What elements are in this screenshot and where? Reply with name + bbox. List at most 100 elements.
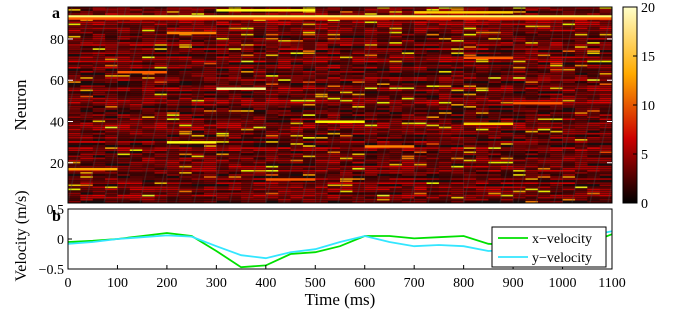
heatmap-cell <box>265 60 279 63</box>
heatmap-cell <box>451 139 464 141</box>
heatmap-cell <box>340 106 353 108</box>
heatmap-cell <box>587 58 600 61</box>
heatmap-cell <box>599 130 612 133</box>
heatmap-cell <box>327 25 341 28</box>
heatmap-cell <box>513 178 526 180</box>
heatmap-cell <box>105 134 118 137</box>
heatmap-cell <box>129 182 143 185</box>
heatmap-cell <box>401 147 415 149</box>
heatmap-cell <box>228 143 242 145</box>
heatmap-cell <box>463 21 477 24</box>
heatmap-cell <box>315 190 328 193</box>
heatmap-cell <box>562 79 576 81</box>
heatmap-cell <box>364 93 378 96</box>
heatmap-cell <box>389 132 403 135</box>
heatmap-cell <box>290 73 304 75</box>
heatmap-cell <box>401 25 415 28</box>
heatmap-cell <box>537 118 551 121</box>
heatmap-cell <box>500 85 514 88</box>
heatmap-cell <box>364 103 378 106</box>
heatmap-cell <box>241 165 254 168</box>
heatmap-cell <box>302 114 316 116</box>
heatmap-cell <box>525 89 539 92</box>
heatmap-cell <box>278 85 291 88</box>
heatmap-cell <box>525 48 539 50</box>
heatmap-cell <box>302 93 316 96</box>
heatmap-cell <box>352 33 366 36</box>
heatmap-cell <box>513 68 526 71</box>
heatmap-cell <box>68 73 81 75</box>
heatmap-cell <box>253 19 267 22</box>
heatmap-cell <box>129 200 143 203</box>
heatmap-cell <box>389 101 403 104</box>
heatmap-cell <box>401 165 415 168</box>
heatmap-cell <box>315 77 328 79</box>
heatmap-cell <box>241 60 254 63</box>
heatmap-cell <box>352 48 366 50</box>
heatmap-cell <box>537 27 551 30</box>
heatmap-cell <box>414 182 427 185</box>
heatmap-cell <box>451 188 464 191</box>
heatmap-texture-stripe <box>157 7 199 203</box>
heatmap-cell <box>401 116 415 118</box>
heatmap-cell <box>364 155 378 158</box>
heatmap-cell <box>327 136 341 139</box>
heatmap-cell <box>228 40 242 42</box>
heatmap-cell <box>525 184 539 187</box>
heatmap-cell <box>414 31 427 34</box>
heatmap-cell <box>154 172 168 174</box>
heatmap-cell <box>587 151 600 154</box>
heatmap-cell <box>500 23 514 26</box>
heatmap-cell <box>278 58 291 61</box>
heatmap-cell <box>389 143 403 145</box>
heatmap-cell <box>389 126 403 129</box>
heatmap-cell <box>525 198 539 201</box>
heatmap-cell <box>68 176 81 178</box>
heatmap-cell <box>105 83 118 85</box>
heatmap-cell <box>463 153 477 156</box>
heatmap-cell <box>537 44 551 46</box>
heatmap-cell <box>129 114 143 116</box>
heatmap-cell <box>253 120 267 123</box>
heatmap-cell <box>216 70 230 73</box>
heatmap-cell <box>105 33 118 36</box>
heatmap-cell <box>105 101 118 104</box>
heatmap-cell <box>92 33 106 36</box>
heatmap-cell <box>414 37 427 40</box>
heatmap-cell <box>80 70 94 73</box>
heatmap-cell <box>525 106 539 108</box>
heatmap-cell <box>191 29 205 32</box>
heatmap-cell <box>154 163 168 166</box>
heatmap-texture-stripe <box>517 7 559 203</box>
heatmap-cell <box>488 165 502 168</box>
heatmap-cell <box>129 25 143 28</box>
heatmap-cell <box>290 192 304 195</box>
heatmap-cell <box>476 103 489 106</box>
heatmap-cell <box>550 60 563 63</box>
heatmap-cell <box>488 89 502 92</box>
heatmap-cell <box>302 132 316 135</box>
heatmap-cell <box>389 54 403 57</box>
heatmap-cell <box>599 19 612 22</box>
heatmap-cell <box>117 139 131 141</box>
heatmap-cell <box>476 151 489 154</box>
heatmap-cell <box>537 37 551 40</box>
heatmap-cell <box>513 141 526 143</box>
heatmap-cell <box>166 116 180 118</box>
heatmap-cell <box>278 108 291 110</box>
heatmap-cell <box>142 50 155 52</box>
heatmap-cell <box>537 174 551 176</box>
heatmap-cell <box>537 31 551 34</box>
heatmap-cell <box>191 108 205 110</box>
heatmap-cell <box>166 118 180 121</box>
heatmap-cell <box>216 37 230 40</box>
heatmap-cell <box>414 130 427 133</box>
heatmap-cell <box>438 161 452 164</box>
heatmap-cell <box>105 194 118 197</box>
heatmap-cell <box>228 165 242 168</box>
heatmap-cell <box>68 126 81 129</box>
heatmap-cell <box>525 70 539 73</box>
heatmap-cell <box>105 108 118 110</box>
heatmap-cell <box>599 29 612 32</box>
heatmap-cell <box>389 196 403 199</box>
